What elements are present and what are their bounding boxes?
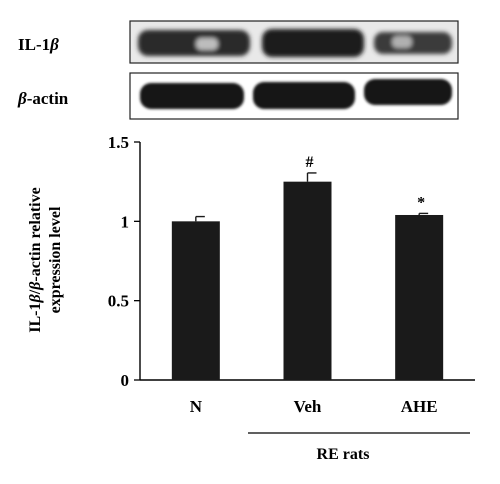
y-tick-label: 1 (121, 212, 130, 231)
blot-row-bactin: β-actin (17, 72, 459, 120)
blot-bands-il1b (138, 29, 452, 57)
x-tick-label-veh: Veh (294, 397, 322, 416)
y-ticks: 0 0.5 1 1.5 (108, 133, 140, 390)
x-tick-labels: N Veh AHE (190, 397, 438, 416)
x-tick-label-n: N (190, 397, 203, 416)
blot-row-il1b: IL-1β (18, 20, 459, 64)
y-axis-label: IL-1β/β-actin relative expression level (27, 187, 64, 332)
blot-label-bactin: β-actin (17, 89, 69, 108)
bar-ahe (395, 214, 444, 380)
group-label: RE rats (317, 446, 370, 463)
y-axis-label-line2: expression level (47, 206, 64, 313)
blot-bands-bactin (140, 79, 452, 109)
y-tick-label: 0 (121, 371, 130, 390)
x-tick-label-ahe: AHE (401, 397, 438, 416)
bar-veh (283, 181, 332, 380)
bars: #* (171, 154, 444, 380)
y-axis-label-line1: IL-1β/β-actin relative (27, 187, 44, 332)
y-tick-label: 1.5 (108, 133, 129, 152)
y-tick-label: 0.5 (108, 292, 129, 311)
significance-mark: * (417, 194, 425, 211)
blot-label-il1b: IL-1β (18, 35, 59, 54)
bar-n (171, 221, 220, 380)
significance-mark: # (306, 154, 314, 171)
